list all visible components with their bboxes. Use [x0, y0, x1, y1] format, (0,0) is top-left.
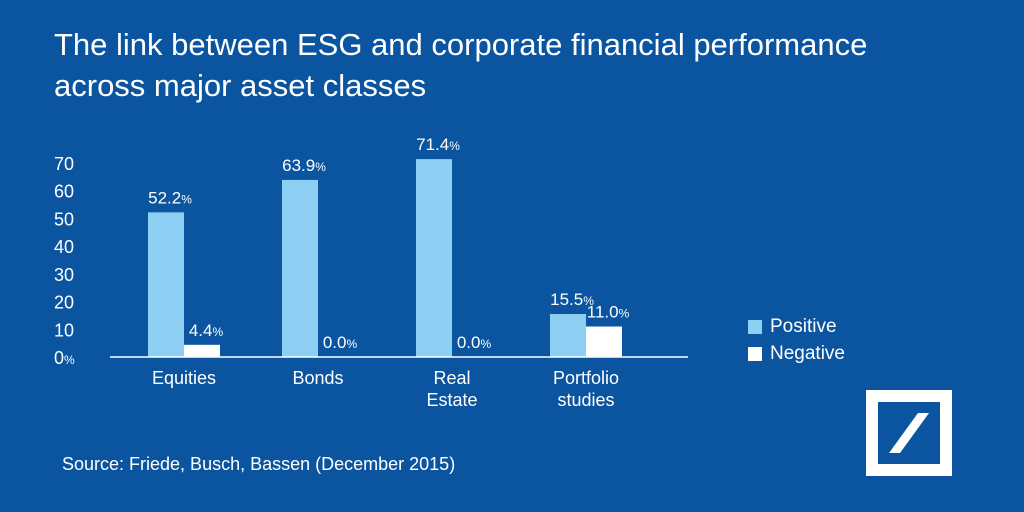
- chart-title-line-1: The link between ESG and corporate finan…: [54, 27, 868, 62]
- y-tick-label: 60: [54, 182, 74, 202]
- chart-title-line-2: across major asset classes: [54, 68, 427, 103]
- bar-positive: [148, 212, 184, 357]
- data-label-unit: %: [346, 337, 357, 351]
- y-tick-label: 0%: [54, 348, 75, 368]
- logo-frame: [866, 390, 952, 476]
- y-tick-label: 40: [54, 237, 74, 257]
- data-label: 4.4%: [189, 321, 224, 340]
- bar-positive: [416, 159, 452, 357]
- bar-chart: 0% 10 20 30 40 50 60 70 52.2% 4.4% Equities 63.9% 0.…: [54, 135, 688, 410]
- legend-label-positive: Positive: [770, 315, 837, 337]
- legend-item-positive: Positive: [748, 313, 845, 340]
- x-tick-label: Estate: [426, 390, 477, 410]
- data-label: 52.2%: [148, 188, 192, 207]
- x-tick-label: Bonds: [292, 368, 343, 388]
- y-tick-label: 10: [54, 320, 74, 340]
- data-label-unit: %: [480, 337, 491, 351]
- bar-negative: [184, 344, 220, 357]
- legend-swatch-positive: [748, 319, 762, 334]
- x-tick-label: Portfolio: [553, 368, 619, 388]
- bar-positive: [550, 314, 586, 357]
- data-label-unit: %: [315, 160, 326, 174]
- data-label-unit: %: [619, 307, 630, 321]
- bar-positive: [282, 179, 318, 357]
- data-label: 0.0%: [323, 333, 358, 352]
- data-label-unit: %: [212, 325, 223, 339]
- source-note: Source: Friede, Busch, Bassen (December …: [62, 454, 456, 474]
- y-tick-label: 70: [54, 154, 74, 174]
- data-label-unit: %: [449, 139, 460, 153]
- data-label: 15.5%: [550, 290, 594, 309]
- y-tick-unit: %: [64, 353, 75, 367]
- legend-item-negative: Negative: [748, 340, 845, 367]
- data-label: 11.0%: [587, 303, 630, 322]
- bar-negative: [586, 326, 622, 357]
- y-tick-label: 30: [54, 265, 74, 285]
- deutsche-bank-logo: [866, 390, 952, 476]
- x-tick-label: studies: [557, 390, 614, 410]
- y-tick-label: 50: [54, 209, 74, 229]
- legend-swatch-negative: [748, 346, 762, 361]
- data-label: 63.9%: [282, 156, 326, 175]
- data-label: 0.0%: [457, 333, 492, 352]
- x-tick-label: Equities: [152, 368, 216, 388]
- data-label: 71.4%: [416, 135, 460, 154]
- data-label-unit: %: [583, 294, 594, 308]
- legend-label-negative: Negative: [770, 342, 845, 364]
- logo-slash: [889, 413, 929, 453]
- data-label-unit: %: [181, 192, 192, 206]
- x-tick-label: Real: [433, 368, 470, 388]
- chart-title: The link between ESG and corporate finan…: [54, 24, 954, 106]
- y-tick-label: 20: [54, 293, 74, 313]
- legend: Positive Negative: [748, 313, 845, 367]
